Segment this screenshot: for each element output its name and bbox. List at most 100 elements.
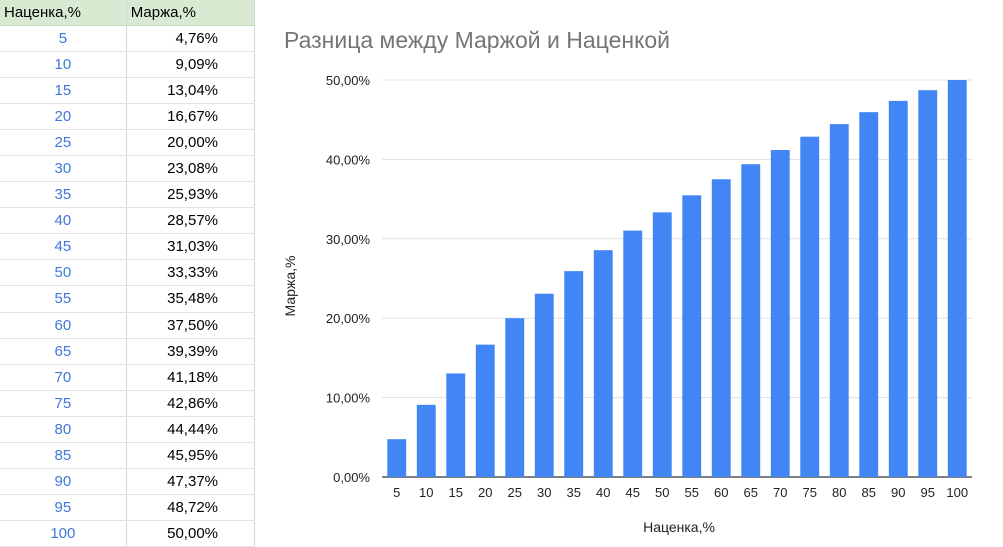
cell-markup[interactable]: 50 (0, 259, 127, 287)
table-row: 65 39,39% (0, 338, 256, 365)
cell-margin[interactable]: 47,37% (126, 468, 256, 495)
x-tick-label: 15 (449, 485, 463, 500)
y-tick-label: 50,00% (326, 73, 371, 88)
cell-markup[interactable]: 40 (0, 207, 127, 235)
cell-markup[interactable]: 5 (0, 25, 127, 53)
bar-30[interactable] (534, 293, 554, 477)
cell-margin[interactable]: 25,93% (126, 181, 256, 209)
cell-markup[interactable]: 65 (0, 338, 127, 365)
cell-margin[interactable]: 28,57% (126, 207, 256, 235)
bar-75[interactable] (800, 136, 820, 478)
cell-margin[interactable]: 39,39% (126, 338, 256, 365)
chart-title: Разница между Маржой и Наценкой (284, 27, 670, 53)
cell-markup[interactable]: 20 (0, 103, 127, 131)
header-cell-margin[interactable]: Маржа,% (126, 0, 256, 26)
cell-markup[interactable]: 60 (0, 312, 127, 339)
table-row: 40 28,57% (0, 207, 256, 235)
bar-85[interactable] (859, 112, 879, 478)
x-tick-label: 100 (946, 485, 968, 500)
cell-markup[interactable]: 15 (0, 77, 127, 105)
bar-70[interactable] (770, 150, 790, 477)
x-tick-label: 65 (744, 485, 758, 500)
cell-markup[interactable]: 100 (0, 520, 127, 547)
x-tick-label: 95 (921, 485, 935, 500)
table-row: 15 13,04% (0, 77, 256, 105)
x-tick-label: 55 (685, 485, 699, 500)
cell-margin[interactable]: 9,09% (126, 51, 256, 79)
bar-55[interactable] (682, 195, 702, 477)
cell-margin[interactable]: 44,44% (126, 416, 256, 443)
bar-25[interactable] (505, 318, 525, 477)
cell-margin[interactable]: 31,03% (126, 233, 256, 261)
grid-layer (382, 79, 972, 478)
cell-margin[interactable]: 23,08% (126, 155, 256, 183)
bar-chart: Разница между Маржой и Наценкой 0,00% 10,… (282, 27, 972, 535)
cell-markup[interactable]: 80 (0, 416, 127, 443)
cell-margin[interactable]: 41,18% (126, 364, 256, 391)
table-row: 85 45,95% (0, 442, 256, 469)
cell-margin[interactable]: 33,33% (126, 259, 256, 287)
y-axis-label: Маржа,% (282, 256, 298, 317)
table-body: 5 4,76% 10 9,09% 15 13,04% 20 16,67% 25 20,00% 30 2… (0, 25, 256, 547)
cell-margin[interactable]: 4,76% (126, 25, 256, 53)
cell-markup[interactable]: 55 (0, 285, 127, 313)
table-row: 95 48,72% (0, 494, 256, 521)
cell-margin[interactable]: 42,86% (126, 390, 256, 417)
cell-markup[interactable]: 75 (0, 390, 127, 417)
table-row: 90 47,37% (0, 468, 256, 495)
bar-layer (387, 80, 967, 478)
bar-10[interactable] (416, 404, 436, 477)
bar-20[interactable] (475, 344, 495, 477)
cell-markup[interactable]: 30 (0, 155, 127, 183)
x-tick-label: 80 (832, 485, 846, 500)
cell-markup[interactable]: 85 (0, 442, 127, 469)
x-tick-label: 20 (478, 485, 492, 500)
cell-markup[interactable]: 25 (0, 129, 127, 157)
bar-90[interactable] (888, 100, 908, 477)
cell-margin[interactable]: 20,00% (126, 129, 256, 157)
bar-100[interactable] (947, 80, 967, 477)
table-row: 5 4,76% (0, 25, 256, 53)
table-row: 25 20,00% (0, 129, 256, 157)
cell-margin[interactable]: 13,04% (126, 77, 256, 105)
y-tick-label: 10,00% (326, 391, 371, 406)
bar-45[interactable] (623, 230, 643, 477)
cell-markup[interactable]: 45 (0, 233, 127, 261)
cell-margin[interactable]: 48,72% (126, 494, 256, 521)
table-row: 75 42,86% (0, 390, 256, 417)
cell-margin[interactable]: 50,00% (126, 520, 256, 547)
cell-margin[interactable]: 37,50% (126, 312, 256, 339)
bar-65[interactable] (741, 164, 761, 477)
bar-15[interactable] (446, 373, 466, 477)
table-row: 70 41,18% (0, 364, 256, 391)
x-tick-label: 10 (419, 485, 433, 500)
x-tick-label: 35 (567, 485, 581, 500)
table-row: 100 50,00% (0, 520, 256, 547)
cell-markup[interactable]: 35 (0, 181, 127, 209)
y-axis-ticks: 0,00% 10,00% 20,00% 30,00% 40,00% 50,00% (326, 73, 371, 485)
cell-markup[interactable]: 10 (0, 51, 127, 79)
y-tick-label: 20,00% (326, 311, 371, 326)
table-row: 10 9,09% (0, 51, 256, 79)
bar-35[interactable] (564, 271, 584, 477)
header-cell-markup[interactable]: Наценка,% (0, 0, 127, 26)
bar-80[interactable] (829, 124, 849, 478)
y-tick-label: 40,00% (326, 152, 371, 167)
bar-40[interactable] (593, 250, 613, 477)
bar-95[interactable] (918, 90, 938, 477)
cell-markup[interactable]: 90 (0, 468, 127, 495)
bar-60[interactable] (711, 179, 731, 477)
x-tick-label: 75 (803, 485, 817, 500)
bar-5[interactable] (387, 439, 407, 477)
cell-margin[interactable]: 45,95% (126, 442, 256, 469)
spreadsheet-table: Наценка,% Маржа,% 5 4,76% 10 9,09% 15 13,04% 2… (0, 0, 256, 547)
x-axis-ticks: 5 10 15 20 25 30 35 40 45 50 55 60 65 70 75 80 85 90 95 100 (393, 485, 968, 500)
x-axis-label: Наценка,% (643, 519, 715, 535)
cell-markup[interactable]: 95 (0, 494, 127, 521)
cell-markup[interactable]: 70 (0, 364, 127, 391)
y-tick-label: 0,00% (333, 470, 370, 485)
cell-margin[interactable]: 16,67% (126, 103, 256, 131)
cell-margin[interactable]: 35,48% (126, 285, 256, 313)
bar-50[interactable] (652, 212, 672, 477)
